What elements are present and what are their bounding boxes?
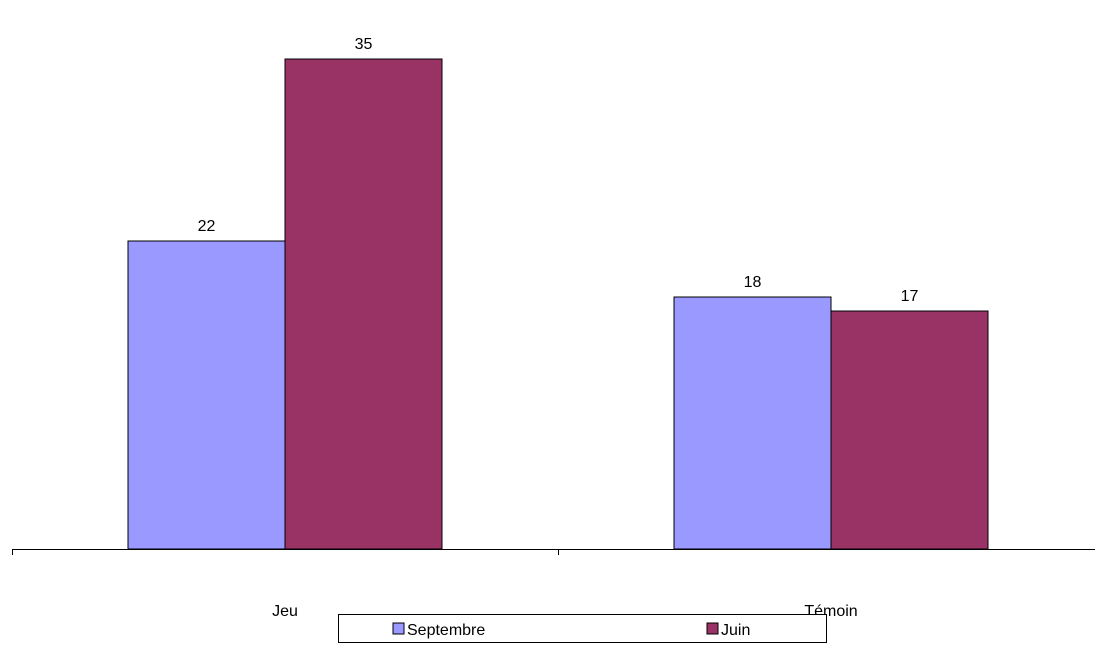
legend-label-septembre: Septembre: [407, 622, 485, 639]
legend-box: [338, 614, 827, 643]
data-label: 17: [901, 288, 919, 305]
data-label: 18: [744, 274, 762, 291]
data-labels-layer: 22 35 18 17: [198, 36, 919, 305]
bar-juin-témoin: [830, 310, 989, 550]
data-label: 35: [355, 36, 373, 53]
data-label: 22: [198, 218, 216, 235]
bar-septembre-témoin: [673, 296, 832, 550]
legend-swatch-juin: [706, 622, 719, 635]
x-axis: Jeu Témoin: [12, 549, 1095, 620]
bar-septembre-jeu: [127, 240, 286, 550]
bar-juin-jeu: [284, 58, 443, 550]
bars-layer: [127, 58, 989, 550]
legend-swatch-septembre: [392, 622, 405, 635]
legend: Septembre Juin: [338, 614, 827, 643]
legend-label-juin: Juin: [721, 622, 750, 639]
x-tick-label: Jeu: [272, 603, 298, 620]
